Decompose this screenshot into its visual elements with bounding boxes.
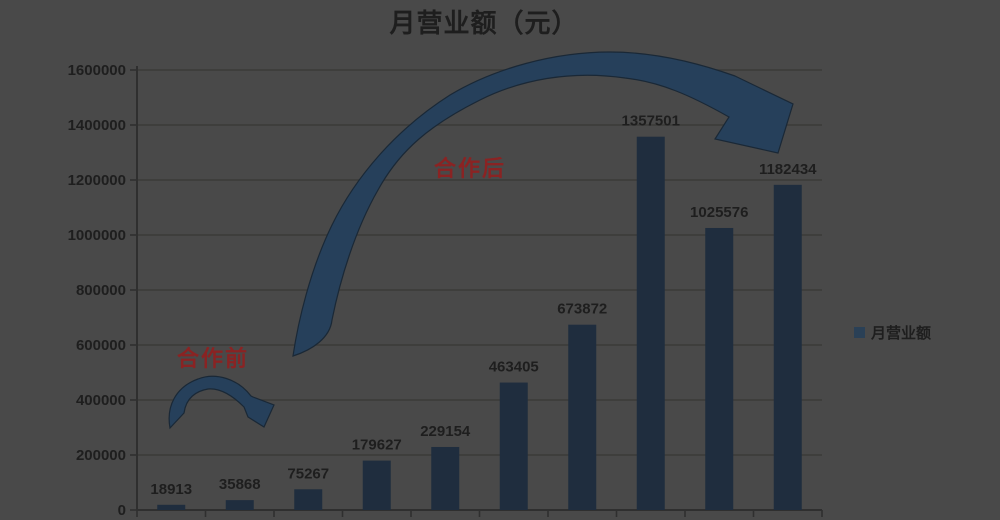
bar	[362, 460, 391, 510]
annotation-after-cooperation: 合作后	[434, 156, 507, 181]
y-axis-tick-label: 1400000	[68, 117, 126, 134]
bar-value-label: 75267	[287, 465, 329, 482]
bar	[705, 227, 734, 510]
bar	[773, 184, 802, 511]
bar-value-label: 229154	[420, 423, 471, 440]
bar	[499, 382, 528, 510]
bar	[294, 489, 323, 510]
legend-label: 月营业额	[871, 325, 932, 342]
bar-value-label: 35868	[219, 476, 261, 493]
y-axis-tick-label: 1200000	[68, 172, 126, 189]
bar	[568, 324, 597, 510]
y-axis-tick-label: 800000	[76, 282, 126, 299]
legend: 月营业额	[854, 322, 931, 343]
bar-value-label: 1025576	[690, 204, 748, 221]
y-axis-tick-label: 1600000	[68, 62, 126, 79]
bar-value-label: 463405	[489, 359, 539, 376]
annotation-before-cooperation: 合作前	[177, 346, 250, 371]
bar-value-label: 179627	[352, 437, 402, 454]
bar	[225, 500, 254, 510]
y-axis-tick-label: 200000	[76, 447, 126, 464]
bar-value-label: 1182434	[759, 161, 817, 178]
y-axis-tick-label: 400000	[76, 392, 126, 409]
y-axis-tick-label: 0	[118, 502, 126, 519]
bar	[636, 136, 665, 510]
bar-value-label: 1357501	[622, 113, 680, 130]
legend-marker-icon	[854, 327, 865, 338]
y-axis-tick-label: 1000000	[68, 227, 126, 244]
chart-title: 月营业额（元）	[389, 8, 579, 38]
after-cooperation-arrow-icon	[292, 51, 794, 357]
bar	[431, 446, 460, 510]
bar-value-label: 673872	[557, 301, 607, 318]
bar-value-label: 18913	[150, 481, 192, 498]
before-cooperation-arrow-icon	[168, 375, 275, 430]
bar	[157, 504, 186, 510]
y-axis-tick-label: 600000	[76, 337, 126, 354]
